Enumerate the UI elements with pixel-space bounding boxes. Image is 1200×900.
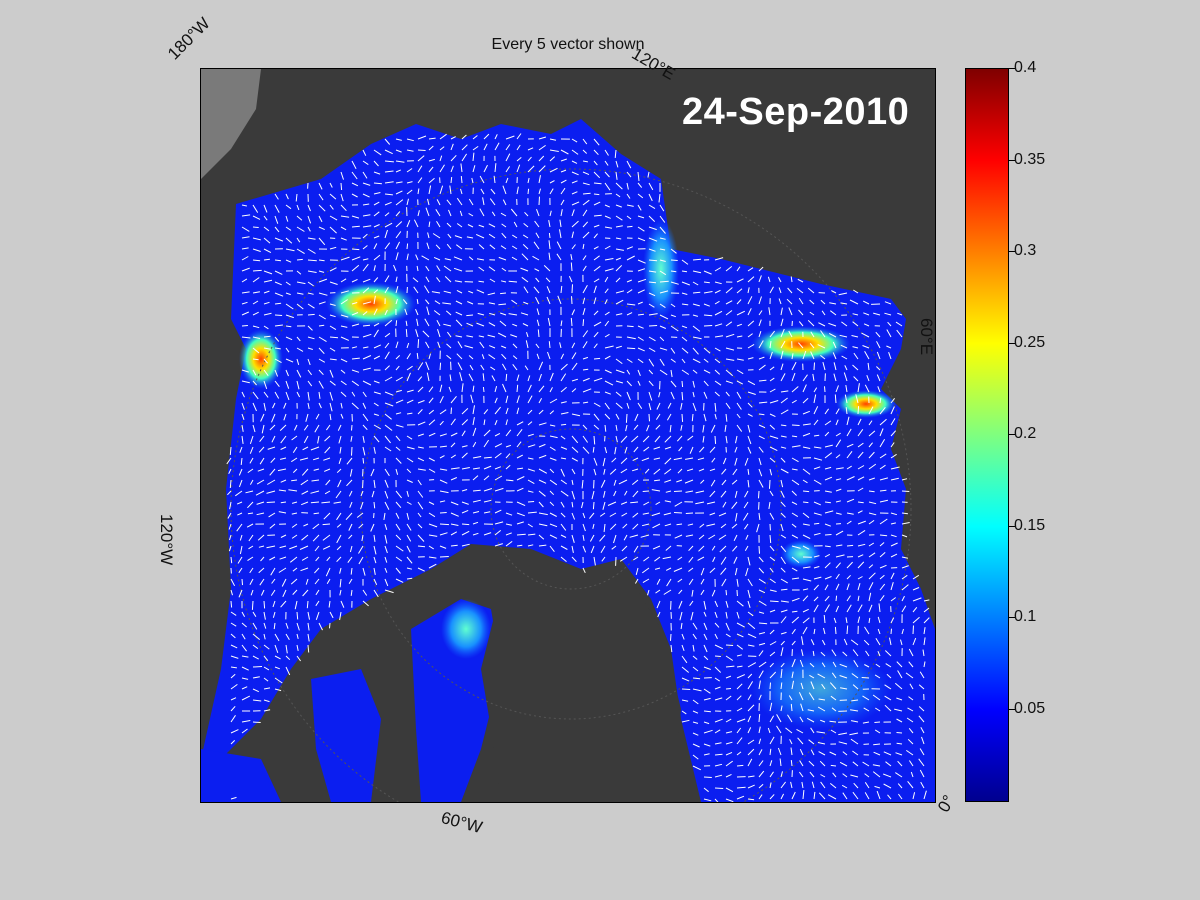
barents-hotspot [836,390,896,418]
lon-label-0: 0° [934,791,959,816]
lon-label-60e: 60°E [917,318,936,356]
colorbar-tick-label: 0.15 [1014,517,1046,534]
colorbar-tick-mark [1008,343,1016,344]
colorbar-tick-mark [1008,251,1016,252]
greenland-land [481,569,681,802]
colorbar-tick-label: 0.35 [1014,151,1046,168]
colorbar-tick-mark [1008,617,1016,618]
ice-drift-map-svg [201,69,935,802]
colorbar-tick-label: 0.05 [1014,700,1046,717]
lon-label-60w: 60°W [439,808,485,838]
colorbar-tick-mark [1008,526,1016,527]
kara-hotspot [751,326,851,362]
date-label: 24-Sep-2010 [682,91,910,133]
ocean-velocity-field [201,119,935,802]
colorbar-tick-label: 0.3 [1014,242,1037,259]
laptev-glow [643,219,679,319]
colorbar-tick-mark [1008,709,1016,710]
colorbar [965,68,1009,802]
beaufort-hotspot [326,282,416,326]
colorbar-tick-label: 0.25 [1014,334,1046,351]
colorbar-tick-label: 0.2 [1014,425,1037,442]
greenland-sea-glow [751,649,891,729]
colorbar-tick-mark [1008,434,1016,435]
svalbard-glow [781,540,821,568]
hudson-channel [201,749,281,802]
chukchi-hotspot [239,329,283,389]
colorbar-tick-mark [1008,68,1016,69]
colorbar-tick-label: 0.1 [1014,608,1037,625]
colorbar-tick-mark [1008,160,1016,161]
open-sea-corner [201,69,261,179]
graticule [230,168,912,802]
nares-glow [441,599,491,659]
drift-vectors [226,133,930,802]
arctic-map [200,68,936,803]
archipelago-channels [311,669,381,802]
lon-label-120w: 120°W [157,514,176,566]
plot-title: Every 5 vector shown [491,36,645,53]
colorbar-tick-label: 0.4 [1014,59,1037,76]
